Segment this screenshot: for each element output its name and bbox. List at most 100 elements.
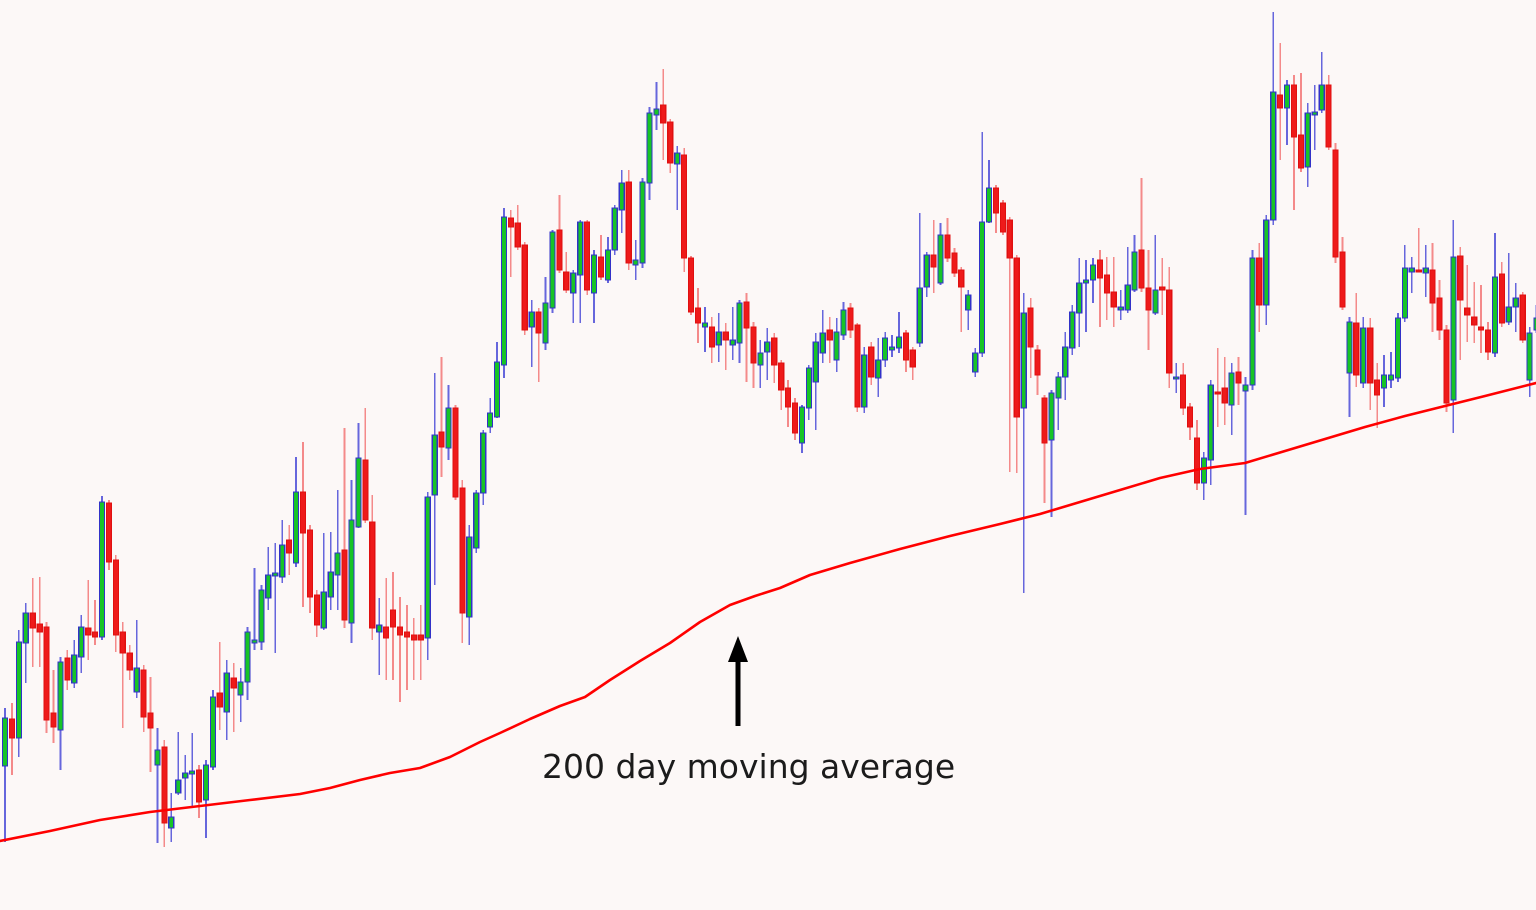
candle-body-down: [119, 631, 126, 654]
candle-body-down: [743, 301, 750, 329]
candle-body-up: [334, 552, 341, 576]
candle-body-up: [1020, 312, 1027, 409]
candle-body-down: [909, 349, 916, 368]
moving-average-line: [0, 381, 1536, 843]
candle-body-up: [473, 492, 480, 549]
candle-body-up: [78, 626, 85, 658]
candle-body-up: [861, 354, 868, 408]
candle-body-up: [570, 272, 577, 294]
candle-body-up: [237, 681, 244, 696]
candle-body-down: [383, 626, 390, 639]
candle-body-up: [1491, 276, 1499, 354]
candle-body-down: [341, 549, 348, 621]
candle-body-up: [715, 331, 722, 346]
candle-body-up: [798, 406, 806, 444]
candle-body-down: [902, 332, 910, 361]
candle-body-up: [1069, 311, 1076, 349]
candle-body-up: [972, 352, 979, 373]
candle-body-up: [1533, 317, 1536, 331]
candle-body-up: [875, 359, 882, 379]
candle-body-up: [674, 152, 681, 165]
annotation-label: 200 day moving average: [542, 747, 955, 786]
candle-body-down: [992, 187, 1000, 214]
candle-body-up: [1408, 267, 1415, 273]
candle-body-down: [1290, 84, 1298, 138]
candle-body-down: [999, 202, 1007, 233]
candle-body-down: [147, 712, 154, 729]
candle-body-up: [937, 234, 944, 284]
candle-body-down: [1471, 316, 1478, 326]
candle-body-up: [1346, 321, 1353, 374]
candle-body-down: [313, 594, 320, 626]
candle-body-up: [819, 332, 826, 354]
candle-body-down: [1221, 387, 1228, 404]
candle-body-down: [708, 326, 715, 348]
candle-body-up: [71, 654, 78, 684]
candle-body-up: [1249, 257, 1256, 386]
candle-body-up: [1124, 284, 1131, 311]
candle-body-up: [1387, 374, 1395, 381]
candle-body-down: [286, 539, 293, 554]
candle-body-up: [1048, 392, 1055, 441]
candle-body-down: [1484, 329, 1492, 353]
candle-body-up: [1380, 374, 1388, 389]
candle-body-down: [50, 712, 57, 728]
candle-body-up: [1401, 267, 1408, 319]
candle-body-up: [812, 341, 819, 383]
candle-body-down: [1096, 259, 1104, 279]
candle-body-up: [480, 432, 487, 494]
candle-body-down: [1457, 255, 1464, 301]
candle-body-up: [168, 816, 175, 829]
candle-body-up: [279, 544, 286, 578]
candle-body-up: [528, 311, 535, 328]
candle-body-up: [1089, 264, 1097, 281]
candle-body-up: [1131, 251, 1138, 291]
candle-body-up: [320, 591, 327, 629]
candle-body-down: [1256, 257, 1263, 306]
candle-body-down: [85, 627, 92, 636]
candle-body-down: [597, 256, 605, 278]
candle-body-up: [1173, 376, 1180, 380]
candle-body-up: [202, 764, 210, 801]
candle-body-up: [15, 641, 22, 739]
candle-body-down: [1145, 287, 1152, 311]
candle-body-down: [784, 387, 792, 408]
candle-body-up: [493, 361, 501, 418]
candle-body-down: [563, 271, 570, 291]
candle-body-up: [223, 672, 230, 713]
candle-body-up: [1082, 279, 1090, 284]
candle-body-down: [1464, 307, 1471, 316]
candle-body-down: [389, 609, 397, 628]
candle-body-up: [895, 336, 903, 349]
candle-body-down: [410, 634, 417, 641]
candle-body-up: [424, 496, 431, 639]
candle-body-down: [681, 154, 688, 259]
candle-body-down: [64, 657, 71, 681]
candle-body-up: [57, 661, 64, 731]
candle-body-up: [251, 639, 258, 644]
candle-body-down: [161, 746, 168, 824]
candle-body-up: [1117, 306, 1124, 311]
candle-body-down: [105, 502, 113, 563]
candle-body-down: [958, 269, 965, 288]
candle-body-up: [348, 519, 355, 624]
candle-body-down: [771, 337, 778, 366]
annotation: 200 day moving average: [542, 636, 955, 786]
candle-body-up: [632, 259, 639, 266]
candle-body-down: [43, 626, 50, 721]
candle-body-down: [750, 326, 757, 364]
candle-body-up: [882, 337, 889, 361]
candle-body-up: [1283, 84, 1291, 109]
candle-body-up: [590, 254, 598, 294]
candle-body-up: [1304, 112, 1311, 168]
candle-body-down: [195, 769, 203, 803]
candle-body-down: [1519, 294, 1526, 341]
candle-body-down: [1186, 406, 1194, 428]
candle-body-up: [1318, 84, 1325, 111]
candle-body-down: [854, 324, 861, 408]
candle-body-down: [1193, 437, 1201, 484]
candle-body-up: [487, 412, 494, 428]
candle-body-up: [923, 254, 930, 288]
candle-body-up: [833, 331, 840, 361]
